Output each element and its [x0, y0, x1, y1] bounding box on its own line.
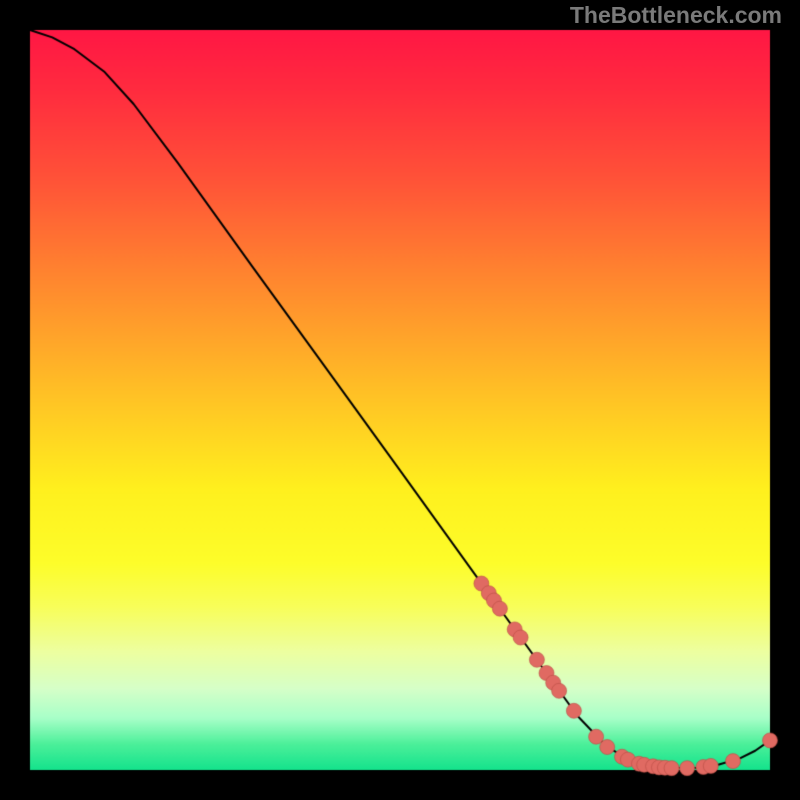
bottleneck-chart	[0, 0, 800, 800]
watermark-text: TheBottleneck.com	[570, 2, 782, 29]
